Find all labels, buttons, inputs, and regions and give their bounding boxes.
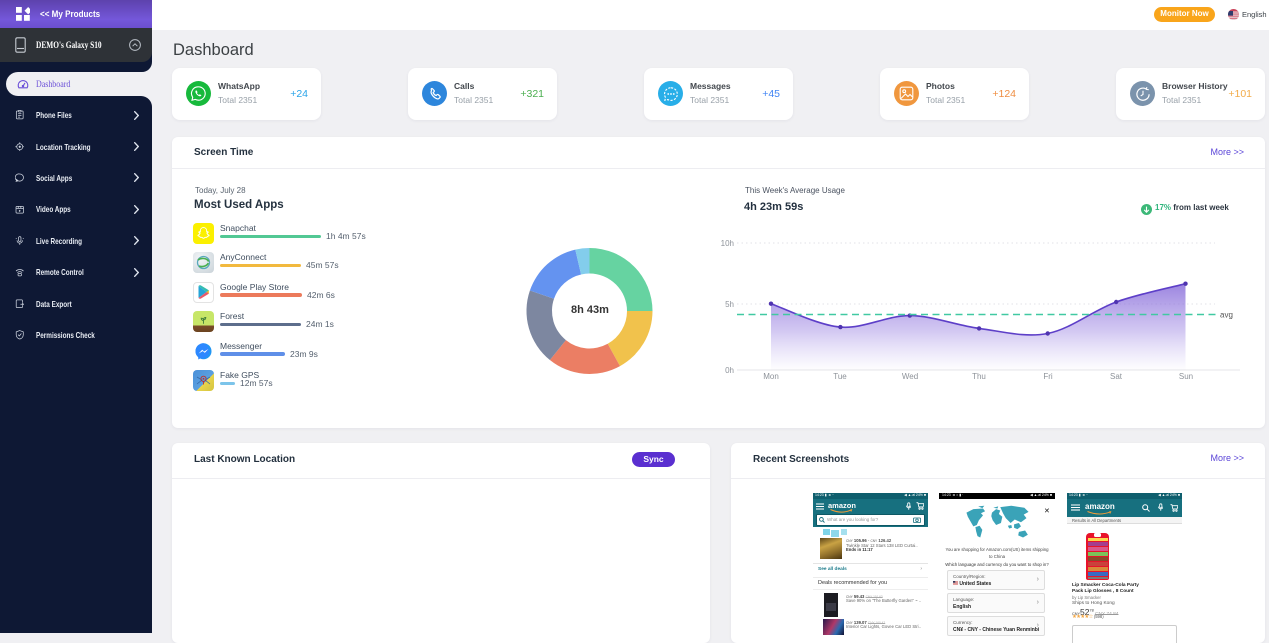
svg-text:Sat: Sat (1110, 372, 1123, 381)
svg-text:5h: 5h (725, 300, 734, 309)
svg-text:0h: 0h (725, 366, 734, 375)
svg-text:Tue: Tue (833, 372, 847, 381)
svg-text:Fri: Fri (1043, 372, 1053, 381)
svg-text:Wed: Wed (902, 372, 918, 381)
svg-text:Mon: Mon (763, 372, 779, 381)
svg-text:avg: avg (1220, 311, 1233, 320)
svg-text:10h: 10h (721, 239, 734, 248)
svg-text:Thu: Thu (972, 372, 986, 381)
svg-text:Sun: Sun (1179, 372, 1193, 381)
